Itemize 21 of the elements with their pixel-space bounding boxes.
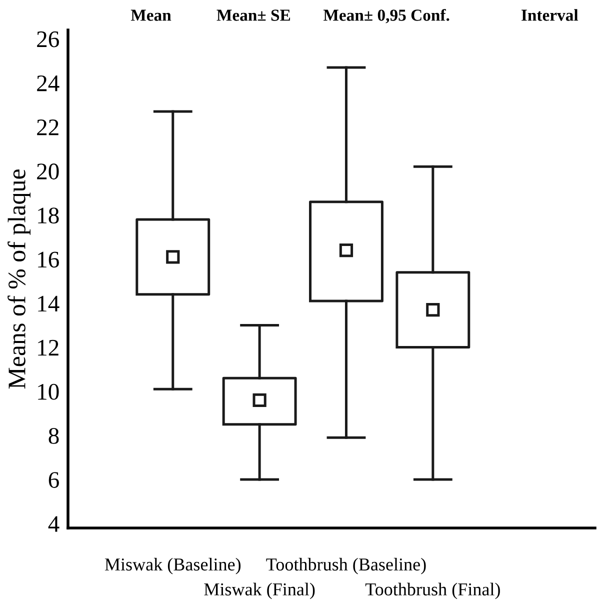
y-tick-label: 12 — [38, 340, 58, 356]
y-tick-label: 10 — [38, 384, 59, 400]
y-tick-label: 18 — [38, 208, 59, 224]
y-tick-label: 6 — [48, 472, 59, 488]
y-tick-label: 20 — [37, 164, 59, 180]
y-tick-label: 26 — [37, 31, 59, 48]
y-tick-label: 4 — [48, 516, 60, 532]
y-tick-label: 14 — [38, 296, 60, 312]
y-tick-label: 8 — [48, 428, 59, 444]
text: Interval — [522, 9, 578, 21]
text: Mean — [130, 10, 172, 21]
y-axis-title: Means of % of plaque — [8, 169, 30, 389]
y-tick-label: 16 — [38, 252, 59, 268]
y-tick-label: 24 — [37, 75, 60, 92]
x-tick-label: Miswak (Final) — [204, 582, 315, 600]
y-tick-label: 22 — [37, 120, 58, 136]
x-tick-label: Toothbrush (Baseline) — [266, 558, 426, 574]
x-tick-label: Toothbrush (Final) — [365, 582, 500, 600]
text: Mean± SE — [216, 10, 290, 21]
x-tick-label: Miswak (Baseline) — [104, 558, 241, 574]
text: Mean± 0,95 Conf. — [323, 8, 450, 24]
